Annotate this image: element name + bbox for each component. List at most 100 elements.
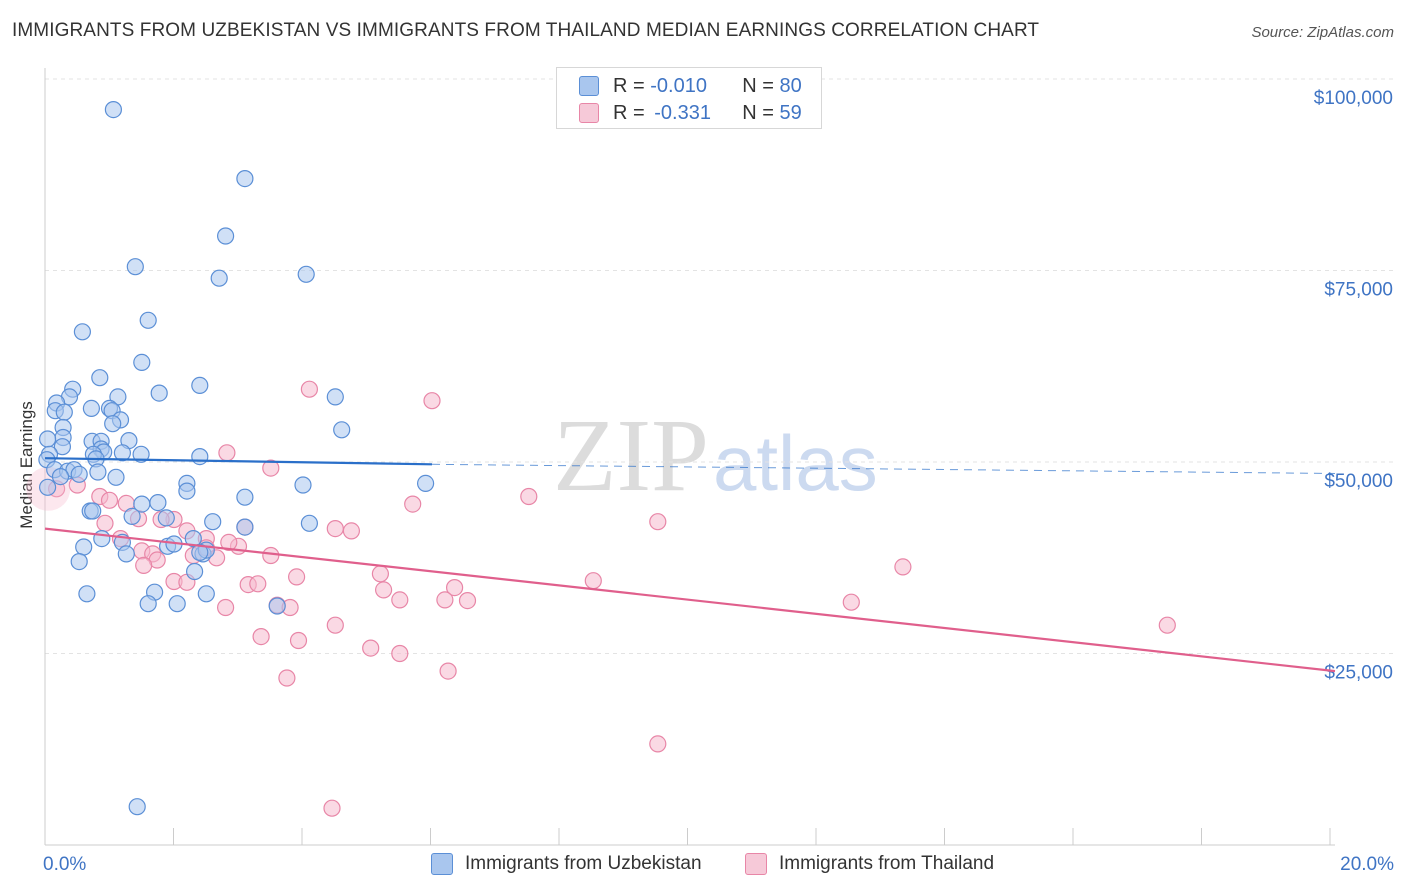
thailand-point [326,616,344,634]
thailand-point [100,491,119,509]
thailand-point [436,591,454,609]
thailand-point [584,572,602,590]
uzbekistan-point [297,265,315,283]
legend-r-value-thailand: -0.331 [654,101,711,124]
uzbekistan-point [107,468,125,486]
thailand-point [423,392,441,410]
uzbekistan-point [38,430,57,448]
chart-title: IMMIGRANTS FROM UZBEKISTAN VS IMMIGRANTS… [12,20,1040,41]
thailand-point [217,598,235,617]
uzbekistan-trend-line [44,457,433,466]
y-tick-label: $25,000 [1324,663,1393,684]
thailand-point [1158,616,1176,634]
uzbekistan-point [70,465,88,483]
uzbekistan-point [217,227,235,245]
uzbekistan-trend-extension [431,463,1336,474]
legend-swatch-thailand [579,103,599,123]
trend-lines [44,457,1336,673]
thailand-point [288,568,306,586]
uzbekistan-point [89,463,107,481]
x-tick-label-1: 20.0% [1340,854,1394,875]
bottom-legend-label-uzbekistan: Immigrants from Uzbekistan [465,853,702,874]
legend-row-uzbekistan: R = -0.010 N = 80 [579,73,802,99]
uzbekistan-point [128,798,146,816]
legend-n-label: N = [742,101,780,124]
uzbekistan-point [139,311,157,329]
uzbekistan-point [204,513,222,531]
uzbekistan-point [132,445,150,463]
bottom-legend-swatch-uzbekistan [431,853,453,875]
thailand-point [249,575,267,593]
y-tick-label: $50,000 [1324,471,1393,492]
thailand-point [894,558,912,576]
watermark-zip: ZIP [553,398,709,513]
thailand-point [520,487,538,506]
legend-n-value-uzbekistan: 80 [779,74,802,97]
thailand-point [391,644,409,663]
uzbekistan-point [236,518,254,536]
bottom-legend-label-thailand: Immigrants from Thailand [779,853,995,874]
uzbekistan-point [70,552,88,571]
legend-r-label: R = [613,74,651,97]
thailand-point [278,669,296,687]
thailand-point [135,556,153,575]
y-tick-label: $75,000 [1324,280,1393,301]
uzbekistan-point [300,514,318,532]
uzbekistan-point [417,474,435,492]
legend-swatch-uzbekistan [579,76,599,96]
uzbekistan-point [236,488,254,506]
uzbekistan-point [133,353,151,371]
uzbekistan-point [104,415,122,433]
uzbekistan-point [236,170,254,188]
uzbekistan-point [126,258,144,276]
uzbekistan-point [268,597,286,615]
uzbekistan-point [53,438,72,456]
uzbekistan-points [38,100,435,816]
thailand-point [289,631,308,650]
thailand-point [391,591,409,609]
uzbekistan-point [149,494,167,512]
thailand-point [262,546,280,565]
thailand-point [375,581,393,599]
uzbekistan-point [197,585,215,603]
thailand-point [342,522,360,540]
uzbekistan-point [326,388,344,406]
y-axis-label: Median Earnings [17,401,36,529]
uzbekistan-point [51,468,70,486]
legend-r-label: R = [613,101,651,124]
thailand-point [649,513,667,531]
uzbekistan-point [191,448,209,466]
uzbekistan-point [210,269,228,287]
bottom-legend-uzbekistan: Immigrants from Uzbekistan [431,851,702,877]
uzbekistan-point [78,585,96,603]
thailand-point [262,459,280,477]
uzbekistan-point [73,323,92,341]
uzbekistan-point [117,545,135,563]
uzbekistan-point [191,543,209,562]
thailand-point [439,662,457,680]
thailand-point [404,495,422,513]
thailand-trend-line [44,527,1336,673]
uzbekistan-point [113,444,132,462]
uzbekistan-point [75,538,93,556]
uzbekistan-point [93,529,111,548]
x-tick-label-0: 0.0% [43,854,86,875]
thailand-point [323,799,341,817]
x-tick-labels: 0.0% 20.0% [43,854,1394,875]
bottom-legend-swatch-thailand [745,853,767,875]
uzbekistan-point [123,507,141,526]
watermark: ZIP atlas [553,398,878,513]
uzbekistan-point [186,562,204,581]
uzbekistan-point [184,529,202,548]
thailand-point [96,514,114,532]
thailand-point [326,519,344,538]
uzbekistan-point [55,403,73,421]
uzbekistan-point [91,369,109,387]
uzbekistan-point [133,495,151,513]
uzbekistan-point [294,476,312,494]
uzbekistan-point [168,595,186,613]
stats-legend: R = -0.010 N = 80 R = -0.331 N = 59 [556,67,822,129]
thailand-point [218,444,236,462]
thailand-point [649,735,667,753]
